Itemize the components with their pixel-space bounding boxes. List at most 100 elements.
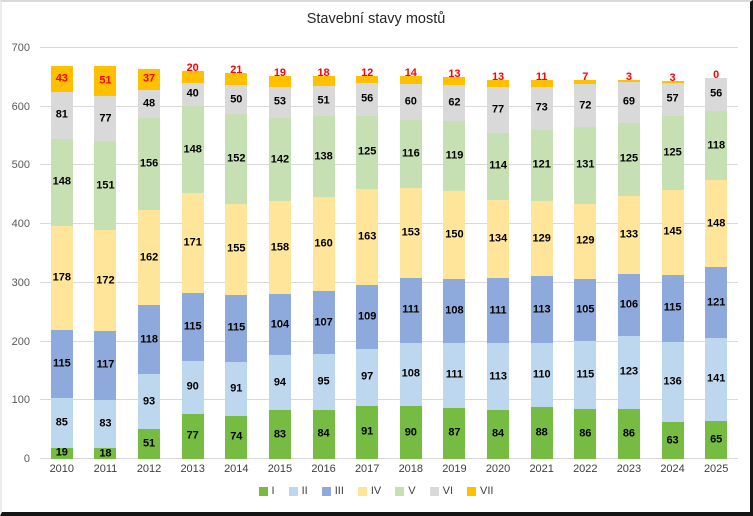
bar-segment-VI-2012: 48	[138, 90, 161, 119]
x-tick-label-2015: 2015	[267, 463, 293, 475]
bar-2016: 18 51 138 160 107 95 84	[312, 67, 335, 459]
y-tick-label-0: 0	[23, 453, 30, 465]
x-tick-label-2024: 2024	[660, 463, 685, 475]
value-label-IV-2023: 133	[619, 228, 639, 241]
bar-segment-II-2016: 95	[312, 353, 335, 410]
gridline-300	[40, 281, 738, 283]
x-tick-label-2018: 2018	[398, 463, 424, 475]
bar-segment-IV-2010: 178	[50, 225, 73, 331]
value-label-III-2025: 121	[707, 296, 726, 309]
value-label-IV-2013: 171	[183, 236, 202, 249]
value-label-IV-2012: 162	[139, 251, 159, 264]
bar-2024: 3 57 125 145 115 136 63	[661, 72, 684, 459]
bar-segment-II-2021: 110	[530, 342, 553, 408]
x-tick-label-2014: 2014	[224, 463, 249, 475]
bar-segment-VII-2022: 7	[574, 72, 597, 85]
legend-label-II: II	[301, 485, 308, 497]
legend-swatch-III	[321, 486, 331, 496]
x-tick-label-2025: 2025	[703, 463, 729, 475]
bar-slot-2011: 51 77 151 172 117 83 18	[84, 48, 128, 459]
value-label-V-2020: 114	[489, 159, 507, 172]
value-label-IV-2017: 163	[358, 230, 377, 243]
bar-segment-VI-2018: 60	[399, 84, 422, 120]
bar-segment-VI-2023: 69	[617, 82, 640, 123]
bar-slot-2024: 3 57 125 145 115 136 63	[651, 48, 695, 459]
value-label-I-2013: 77	[186, 429, 199, 442]
bar-segment-III-2017: 109	[356, 284, 379, 349]
bar-segment-IV-2020: 134	[487, 199, 510, 279]
value-label-I-2022: 86	[579, 427, 592, 440]
value-label-VI-2019: 62	[448, 96, 461, 109]
legend-item-III: III	[321, 485, 344, 497]
gridline-600	[40, 105, 738, 107]
bar-segment-III-2012: 118	[138, 305, 161, 375]
value-label-I-2012: 51	[142, 437, 156, 450]
legend-swatch-II	[288, 486, 298, 496]
value-label-IV-2011: 172	[96, 274, 115, 287]
y-tick-label-100: 100	[11, 394, 30, 407]
bar-segment-II-2023: 123	[617, 336, 640, 409]
bar-segment-V-2024: 125	[661, 116, 684, 190]
bar-segment-VII-2010: 43	[50, 66, 73, 92]
bar-segment-II-2024: 136	[661, 342, 684, 423]
bar-segment-V-2012: 156	[138, 118, 161, 211]
bar-slot-2016: 18 51 138 160 107 95 84	[302, 48, 346, 459]
value-label-I-2016: 84	[317, 427, 330, 440]
bar-segment-V-2018: 116	[399, 119, 422, 188]
value-label-II-2010: 85	[55, 416, 68, 429]
bar-segment-II-2014: 91	[225, 362, 248, 416]
bar-segment-VI-2022: 72	[574, 84, 597, 127]
legend-label-VII: VII	[480, 485, 494, 497]
bar-segment-I-2017: 91	[356, 405, 379, 459]
bar-segment-III-2024: 115	[661, 274, 684, 343]
value-label-III-2011: 117	[96, 358, 115, 371]
chart-title: Stavební stavy mostů	[306, 11, 446, 27]
legend-item-I: I	[258, 485, 275, 497]
bar-segment-IV-2012: 162	[138, 210, 161, 306]
plot-area: 43 81 148 178 115 85 19 51 77 151 172 117 83 18 37 48 15…	[40, 47, 738, 459]
bar-segment-I-2021: 88	[530, 407, 553, 459]
bar-segment-VI-2024: 57	[661, 82, 684, 117]
bar-segment-I-2010: 19	[50, 447, 73, 459]
bar-slot-2013: 20 40 148 171 115 90 77	[171, 48, 215, 459]
value-label-VI-2010: 81	[55, 108, 68, 121]
value-label-II-2023: 123	[619, 365, 639, 378]
x-tick-label-2023: 2023	[616, 463, 642, 475]
legend-swatch-I	[258, 486, 268, 496]
value-label-VII-2018: 14	[404, 67, 417, 80]
bar-segment-III-2023: 106	[617, 274, 640, 337]
value-label-V-2010: 148	[52, 175, 71, 188]
value-label-III-2019: 108	[445, 304, 464, 317]
value-label-III-2015: 104	[270, 318, 290, 331]
value-label-VII-2011: 51	[99, 74, 112, 87]
bar-segment-III-2019: 108	[443, 279, 466, 343]
bar-2013: 20 40 148 171 115 90 77	[181, 62, 204, 459]
value-label-I-2021: 88	[535, 426, 548, 439]
bar-segment-VII-2023: 3	[617, 72, 640, 83]
bar-segment-VII-2011: 51	[94, 66, 117, 97]
value-label-VII-2020: 13	[491, 70, 505, 83]
bar-segment-III-2010: 115	[50, 330, 73, 398]
value-label-IV-2021: 129	[532, 232, 551, 245]
value-label-VI-2018: 60	[404, 95, 417, 108]
bar-segment-V-2014: 152	[225, 114, 248, 204]
bar-2015: 19 53 142 158 104 94 83	[268, 67, 291, 459]
legend-swatch-IV	[357, 486, 367, 496]
bar-segment-VI-2019: 62	[443, 85, 466, 122]
x-axis: 2010 2011 2012 2013 2014 2015 2016 2017 2018 2019…	[40, 463, 738, 475]
bar-slot-2022: 7 72 131 129 105 115 86	[564, 48, 608, 459]
bar-segment-IV-2017: 163	[356, 188, 379, 285]
bar-segment-VII-2012: 37	[138, 68, 161, 91]
value-label-VII-2022: 7	[582, 71, 589, 84]
value-label-VI-2015: 53	[273, 95, 287, 108]
value-label-V-2025: 118	[707, 139, 726, 151]
value-label-VII-2013: 20	[186, 61, 199, 74]
bar-segment-VI-2021: 73	[530, 86, 553, 130]
value-label-V-2013: 148	[183, 143, 202, 156]
bar-segment-VI-2017: 56	[356, 82, 379, 116]
value-label-II-2021: 110	[532, 368, 551, 381]
x-tick-label-2021: 2021	[529, 463, 554, 475]
value-label-II-2018: 108	[401, 367, 420, 380]
bar-slot-2020: 13 77 114 134 111 113 84	[476, 48, 520, 459]
bar-segment-V-2023: 125	[617, 122, 640, 196]
